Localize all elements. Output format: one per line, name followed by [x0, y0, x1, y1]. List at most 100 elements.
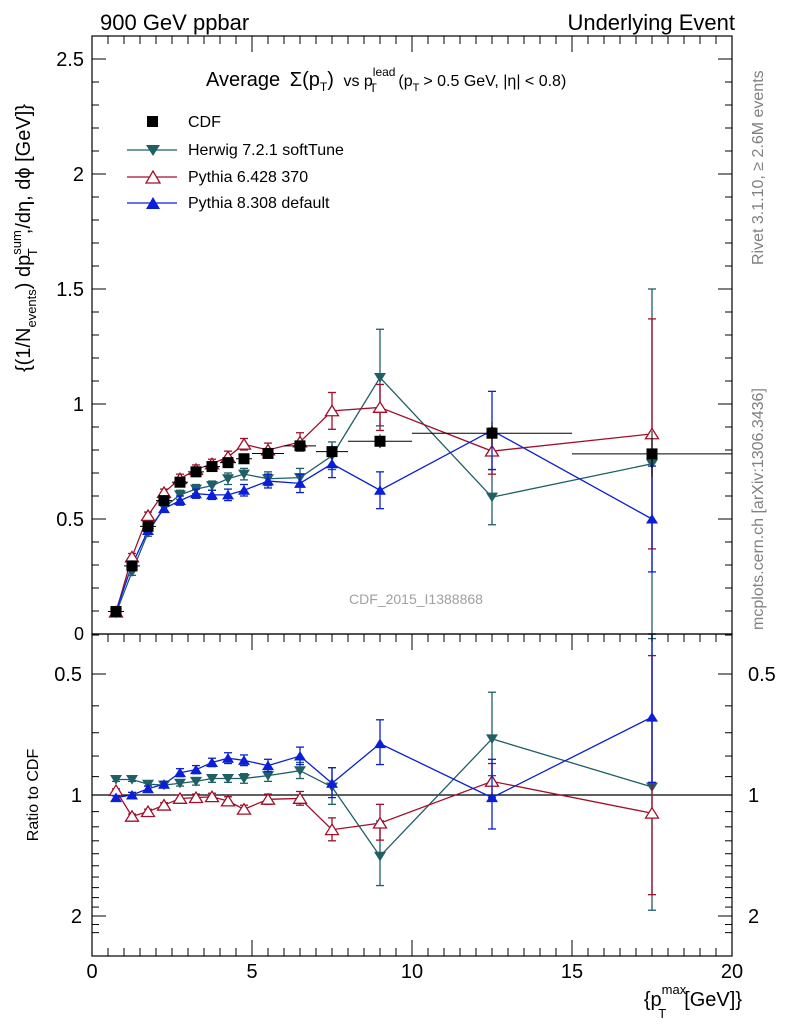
data-point: [222, 474, 234, 484]
data-point: [486, 427, 498, 439]
data-point: [324, 404, 340, 417]
data-point: [326, 446, 338, 458]
main-y-tick-label: 1: [73, 394, 84, 416]
data-point: [190, 466, 202, 478]
chart-title: Average Σ(pT) vs plead T (pT > 0.5 GeV, |η…: [206, 65, 566, 97]
ratio-data-point: [324, 822, 340, 836]
legend-marker-pythia8: [146, 197, 160, 209]
data-point: [222, 489, 234, 500]
main-axis-ticks: 0 0.5 1 1.5 2 2.5: [56, 35, 733, 644]
main-series-layer: [108, 288, 732, 640]
legend-label-pythia8: Pythia 8.308 default: [188, 195, 330, 212]
ratio-y-tick-label-left: 0.5: [54, 664, 82, 686]
ratio-data-point: [126, 789, 138, 800]
ratio-y-tick-label-left: 1: [71, 785, 82, 807]
ratio-y-tick-label-left: 2: [71, 906, 82, 928]
data-point: [646, 513, 658, 524]
ratio-data-point: [260, 792, 276, 805]
data-point: [262, 475, 274, 486]
ratio-x-tick-label: 5: [246, 961, 257, 983]
legend-label-cdf: CDF: [188, 114, 221, 131]
data-point: [262, 447, 274, 459]
ratio-series-layer: [108, 633, 660, 911]
main-panel: 0 0.5 1 1.5 2 2.5 Average Σ(pT) vs plead T (pT…: [9, 35, 733, 644]
ratio-data-point: [156, 798, 172, 811]
ratio-data-point: [190, 764, 202, 775]
ratio-y-tick-label-right: 1: [748, 785, 759, 807]
data-point: [126, 560, 138, 572]
data-point: [486, 492, 498, 503]
ratio-data-point: [238, 774, 250, 784]
data-point: [238, 453, 250, 465]
data-point: [206, 489, 218, 500]
data-point: [236, 437, 252, 450]
legend-item-pythia6: Pythia 6.428 370: [127, 169, 308, 186]
data-point: [174, 490, 186, 500]
ratio-data-point: [262, 760, 274, 771]
ratio-panel: 0.5 0.51 12 20 5 10 15 20 Ratio to CDF {pmax T[G…: [25, 633, 776, 1021]
data-point: [158, 495, 170, 507]
ratio-axis-ticks: 0.5 0.51 12 20 5 10 15 20: [54, 634, 776, 983]
ratio-data-point: [188, 790, 204, 804]
data-point: [374, 373, 386, 383]
legend-label-pythia6: Pythia 6.428 370: [188, 169, 308, 186]
ratio-data-point: [206, 774, 218, 784]
header-right-label: Underlying Event: [567, 10, 735, 35]
ratio-data-point: [220, 794, 236, 807]
ratio-data-point: [140, 804, 156, 818]
data-point: [222, 457, 234, 469]
rivet-version-label: Rivet 3.1.10, ≥ 2.6M events: [750, 70, 767, 265]
legend-marker-pythia6: [144, 169, 162, 184]
ratio-data-point: [372, 816, 388, 829]
data-point: [374, 435, 386, 447]
ratio-y-tick-label-right: 0.5: [748, 664, 776, 686]
data-point: [140, 508, 156, 522]
ratio-data-point: [142, 783, 154, 794]
main-y-tick-label: 1.5: [56, 279, 84, 301]
ratio-data-point: [174, 767, 186, 778]
data-point: [206, 481, 218, 491]
data-point: [142, 520, 154, 532]
ratio-data-point: [158, 779, 170, 789]
ratio-data-point: [236, 802, 252, 815]
data-point: [174, 495, 186, 506]
data-point: [238, 485, 250, 495]
main-y-tick-label-zero: 0: [74, 624, 84, 644]
data-point: [206, 461, 218, 473]
data-point: [190, 488, 202, 499]
ratio-y-tick-label-right: 2: [748, 906, 759, 928]
legend: CDF Herwig 7.2.1 softTune Pythia 6.428 3…: [127, 114, 344, 212]
data-point: [294, 478, 306, 488]
ratio-data-point: [174, 778, 186, 789]
main-series-line: [115, 429, 653, 612]
ratio-x-tick-label: 15: [561, 961, 583, 983]
ratio-data-point: [222, 774, 234, 784]
ratio-data-point: [222, 753, 234, 763]
data-point: [646, 448, 658, 460]
ratio-data-point: [646, 711, 658, 722]
main-y-tick-label: 2.5: [56, 49, 84, 71]
analysis-id-label: CDF_2015_I1388868: [349, 591, 483, 607]
ratio-data-point: [238, 755, 250, 765]
ratio-x-tick-label: 10: [401, 961, 423, 983]
ratio-data-point: [126, 774, 138, 785]
legend-item-herwig: Herwig 7.2.1 softTune: [127, 142, 344, 159]
mcplots-credit-label: mcplots.cern.ch [arXiv:1306.3436]: [750, 388, 767, 630]
ratio-x-tick-label: 20: [721, 961, 743, 983]
ratio-data-point: [110, 774, 122, 785]
x-axis-label: {pmax T[GeV]}: [644, 982, 742, 1021]
data-point: [174, 476, 186, 488]
legend-marker-cdf: [147, 116, 158, 127]
ratio-data-point: [172, 791, 188, 804]
ratio-data-point: [292, 791, 308, 804]
ratio-series-line: [115, 780, 653, 831]
main-y-axis-label: {(1/Nevents) dpsumT,/dη, dϕ [GeV]}: [9, 104, 40, 372]
ratio-data-point: [326, 778, 338, 788]
data-point: [110, 605, 122, 617]
ratio-data-point: [294, 766, 306, 776]
ratio-data-point: [294, 750, 306, 761]
ratio-x-tick-label: 0: [86, 961, 97, 983]
data-point: [294, 440, 306, 452]
legend-label-herwig: Herwig 7.2.1 softTune: [188, 142, 344, 159]
main-y-tick-label: 0.5: [56, 509, 84, 531]
